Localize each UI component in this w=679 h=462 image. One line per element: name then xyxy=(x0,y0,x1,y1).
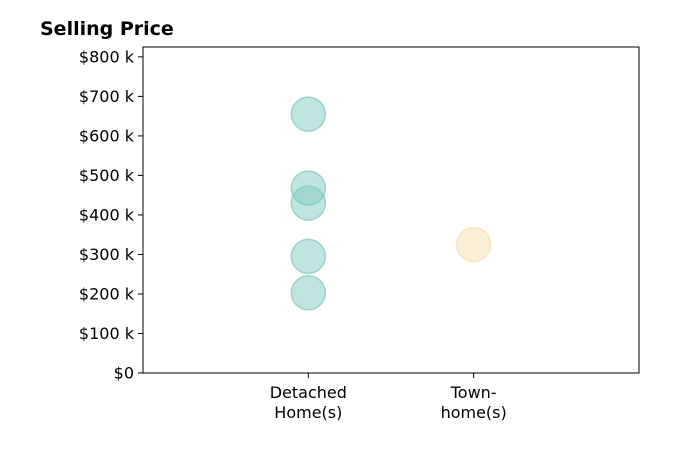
y-tick-label: $800 k xyxy=(79,47,135,66)
x-axis: Detached Home(s) Town-home(s) xyxy=(270,373,507,422)
data-point xyxy=(290,275,327,311)
data-point xyxy=(290,185,327,221)
y-tick-label: $500 k xyxy=(79,166,135,185)
y-tick-label: $600 k xyxy=(79,126,135,145)
chart-title: Selling Price xyxy=(40,18,174,40)
y-tick-label: $100 k xyxy=(79,324,135,343)
x-tick-label-line: Home(s) xyxy=(274,403,342,422)
x-tick-label-line: Detached xyxy=(270,383,347,402)
y-tick-label: $200 k xyxy=(79,284,135,303)
data-point xyxy=(290,238,327,275)
x-tick-label-line: Town- xyxy=(450,383,497,402)
x-tick-label: Detached Home(s) xyxy=(270,383,347,422)
y-tick-label: $400 k xyxy=(79,205,135,224)
x-tick-label-line: home(s) xyxy=(441,403,507,422)
data-points xyxy=(290,96,492,311)
y-axis: $0 $100 k $200 k $300 k $400 k $500 k $600 k $7… xyxy=(79,47,143,383)
y-tick-label: $0 xyxy=(114,364,134,383)
x-tick-label: Town-home(s) xyxy=(441,383,507,422)
y-tick-label: $300 k xyxy=(79,245,135,264)
plot-area xyxy=(142,46,640,374)
data-point xyxy=(290,96,327,132)
data-point xyxy=(455,226,492,263)
y-tick-label: $700 k xyxy=(79,87,135,106)
